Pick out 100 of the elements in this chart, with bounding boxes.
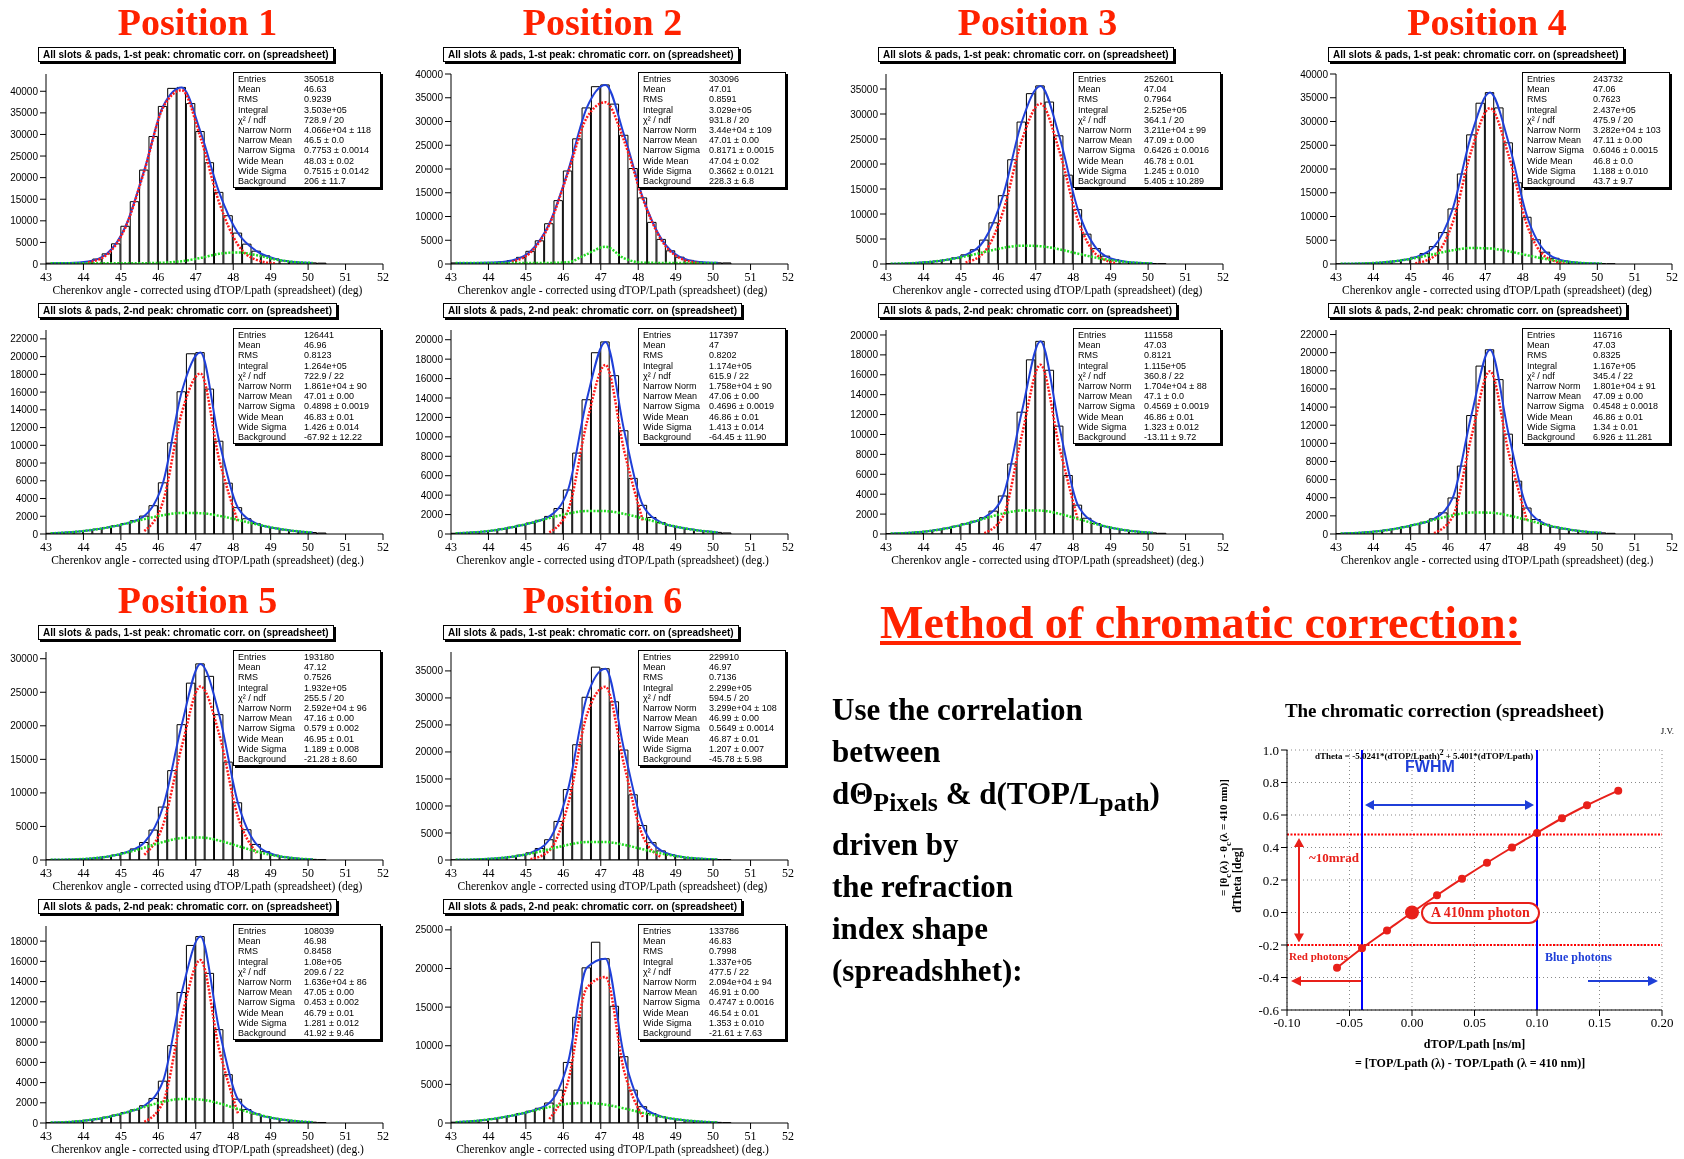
annotation: Entries 229910 bbox=[643, 652, 741, 663]
y-tick-label: 0 bbox=[32, 1117, 39, 1129]
chart-title: The chromatic correction (spreadsheet) bbox=[1284, 700, 1605, 721]
y-tick-label: 0 bbox=[1322, 528, 1329, 540]
annotation: Entries 193180 bbox=[238, 652, 336, 663]
x-tick-label: 44 bbox=[1367, 269, 1380, 284]
y-tick-label: 16000 bbox=[1300, 383, 1329, 395]
y-tick-label: 14000 bbox=[850, 389, 879, 401]
y-tick-label: 20000 bbox=[10, 720, 39, 732]
annotation: Mean 47.03 bbox=[1078, 340, 1168, 351]
annotation: Entries 133786 bbox=[643, 926, 741, 937]
y-tick-label: 6000 bbox=[15, 475, 39, 487]
x-tick-label: 50 bbox=[302, 539, 315, 554]
x-tick-label: 49 bbox=[1104, 269, 1117, 284]
x-tick-label: 44 bbox=[77, 539, 90, 554]
x-tick-label: 45 bbox=[1404, 269, 1417, 284]
y-tick-label: 0 bbox=[32, 854, 39, 866]
x-tick-label: 50 bbox=[707, 865, 720, 880]
x-tick-label: 49 bbox=[1554, 539, 1566, 554]
x-tick-label: 52 bbox=[782, 1128, 794, 1143]
x-tick-label: 46 bbox=[992, 539, 1005, 554]
x-axis-title: dTOP/Lpath [ns/m] bbox=[1423, 1037, 1526, 1051]
annotation: Wide Sigma 1.413 ± 0.014 bbox=[643, 421, 765, 433]
x-tick-label: 49 bbox=[264, 269, 277, 284]
annotation: Narrow Norm 1.758e+04 ± 90 bbox=[643, 381, 773, 392]
y-tick-label: 35000 bbox=[415, 665, 444, 677]
x-tick-label: 50 bbox=[707, 1128, 720, 1143]
y-tick-label: 18000 bbox=[10, 368, 39, 380]
annotation: Wide Mean 46.83 ± 0.01 bbox=[238, 411, 355, 422]
x-tick-label: 47 bbox=[189, 539, 202, 554]
y-tick-label: 12000 bbox=[850, 409, 879, 421]
x-tick-label: 51 bbox=[1628, 269, 1641, 284]
annotation: Integral 3.029e+05 bbox=[643, 104, 753, 115]
annotation: Background 5.405 ± 10.289 bbox=[1078, 176, 1205, 187]
y-tick-label: 10000 bbox=[1300, 211, 1329, 223]
y-tick-label: 0.0 bbox=[1262, 905, 1279, 921]
annotation: Mean 46.96 bbox=[238, 340, 328, 351]
y-tick-label: 30000 bbox=[415, 692, 444, 704]
x-tick-label: 52 bbox=[782, 269, 794, 284]
chart-title: All slots & pads, 2-nd peak: chromatic corr. on (spreadsheet) bbox=[878, 303, 1177, 318]
annotation: Narrow Sigma 0.4569 ± 0.0019 bbox=[1078, 401, 1210, 412]
annotation: RMS 0.8202 bbox=[643, 350, 738, 361]
y-tick-label: 5000 bbox=[15, 821, 39, 832]
annotation: Narrow Norm 4.066e+04 ± 118 bbox=[238, 125, 373, 136]
annotation: RMS 0.8325 bbox=[1527, 350, 1622, 361]
y-tick-label: 8000 bbox=[1305, 456, 1329, 468]
annotation: Narrow Norm 1.861e+04 ± 90 bbox=[238, 381, 368, 392]
annotation: Mean 47.06 bbox=[1527, 84, 1617, 95]
y-tick-label: 12000 bbox=[415, 411, 444, 423]
y-tick-label: 5000 bbox=[420, 827, 444, 839]
text: (spreadshhet): bbox=[832, 953, 1023, 989]
annotation: Background 206 ± 11.7 bbox=[238, 176, 347, 187]
x-tick-label: 51 bbox=[339, 539, 352, 554]
y-tick-label: 2000 bbox=[1305, 510, 1329, 522]
annotation: Blue photons bbox=[1545, 950, 1613, 964]
chart-title: Position 6 bbox=[521, 578, 684, 622]
annotation: Narrow Mean 47.16 ± 0.00 bbox=[238, 713, 355, 724]
annotation: A 410nm photon bbox=[1421, 901, 1540, 924]
annotation: Narrow Norm 3.211e+04 ± 99 bbox=[1078, 125, 1208, 136]
y-tick-label: 14000 bbox=[415, 392, 444, 404]
x-tick-label: 51 bbox=[339, 1128, 352, 1143]
y-tick-label: 18000 bbox=[415, 353, 444, 365]
x-tick-label: 45 bbox=[954, 269, 967, 284]
annotation: χ² / ndf 255.5 / 20 bbox=[238, 692, 346, 704]
y-tick-label: 20000 bbox=[415, 963, 444, 975]
y-tick-label: 10000 bbox=[10, 439, 39, 451]
x-tick-label: 48 bbox=[1067, 269, 1080, 284]
x-tick-label: 0.10 bbox=[1525, 1015, 1549, 1031]
y-tick-label: 10000 bbox=[850, 208, 879, 220]
annotation: Wide Sigma 0.3662 ± 0.0121 bbox=[643, 165, 775, 177]
y-tick-label: -0.4 bbox=[1258, 970, 1280, 986]
x-tick-label: 44 bbox=[77, 865, 90, 880]
annotation: Narrow Sigma 0.6426 ± 0.0016 bbox=[1078, 145, 1210, 156]
x-tick-label: 51 bbox=[1179, 539, 1192, 554]
y-tick-label: 20000 bbox=[850, 158, 879, 170]
annotation: RMS 0.7526 bbox=[238, 672, 333, 683]
annotation: χ² / ndf 475.9 / 20 bbox=[1527, 114, 1635, 126]
annotation: Narrow Norm 3.299e+04 ± 108 bbox=[643, 703, 778, 714]
annotation: Narrow Norm 1.704e+04 ± 88 bbox=[1078, 381, 1208, 392]
y-tick-label: 10000 bbox=[10, 787, 39, 799]
y-tick-label: 1.0 bbox=[1262, 742, 1279, 758]
annotation: Narrow Mean 47.1 ± 0.0 bbox=[1078, 391, 1185, 402]
y-tick-label: 40000 bbox=[1300, 68, 1329, 80]
annotation: Integral 1.337e+05 bbox=[643, 956, 753, 967]
annotation: χ² / ndf 728.9 / 20 bbox=[238, 114, 346, 126]
annotation: RMS 0.7964 bbox=[1078, 94, 1173, 105]
y-tick-label: -0.2 bbox=[1258, 937, 1279, 953]
y-tick-label: 18000 bbox=[850, 349, 879, 361]
annotation: Wide Sigma 1.426 ± 0.014 bbox=[238, 421, 360, 433]
y-tick-label: 20000 bbox=[1300, 347, 1329, 359]
annotation: Narrow Mean 47.05 ± 0.00 bbox=[238, 987, 355, 998]
x-tick-label: 47 bbox=[594, 269, 607, 284]
y-tick-label: 6000 bbox=[855, 468, 879, 480]
chart-title: All slots & pads, 2-nd peak: chromatic corr. on (spreadsheet) bbox=[38, 899, 337, 914]
x-tick-label: 43 bbox=[40, 1128, 52, 1143]
x-tick-label: 52 bbox=[377, 865, 389, 880]
x-tick-label: 46 bbox=[992, 269, 1005, 284]
y-tick-label: 0.2 bbox=[1262, 872, 1279, 888]
annotation: RMS 0.8591 bbox=[643, 94, 738, 105]
annotation: Wide Sigma 1.207 ± 0.007 bbox=[643, 743, 765, 755]
